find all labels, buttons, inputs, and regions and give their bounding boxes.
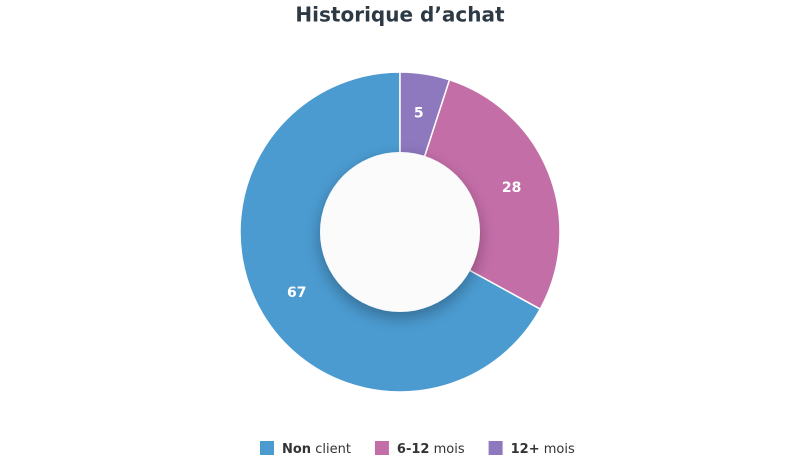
donut-hole: [320, 152, 480, 312]
legend-swatch: [488, 441, 503, 455]
labels: 67 28 5: [287, 105, 521, 301]
legend-label: 6-12 mois: [397, 442, 465, 456]
chart-title: Historique d’achat: [295, 3, 505, 27]
legend-label: Non client: [282, 442, 351, 456]
value-label: 28: [502, 180, 521, 196]
legend-label: 12+ mois: [511, 442, 575, 456]
value-label: 5: [414, 105, 424, 121]
legend: Non client 6-12 mois 12+ mois: [260, 441, 575, 456]
legend-swatch: [374, 441, 389, 455]
value-label: 67: [287, 285, 306, 301]
legend-swatch: [260, 441, 274, 455]
